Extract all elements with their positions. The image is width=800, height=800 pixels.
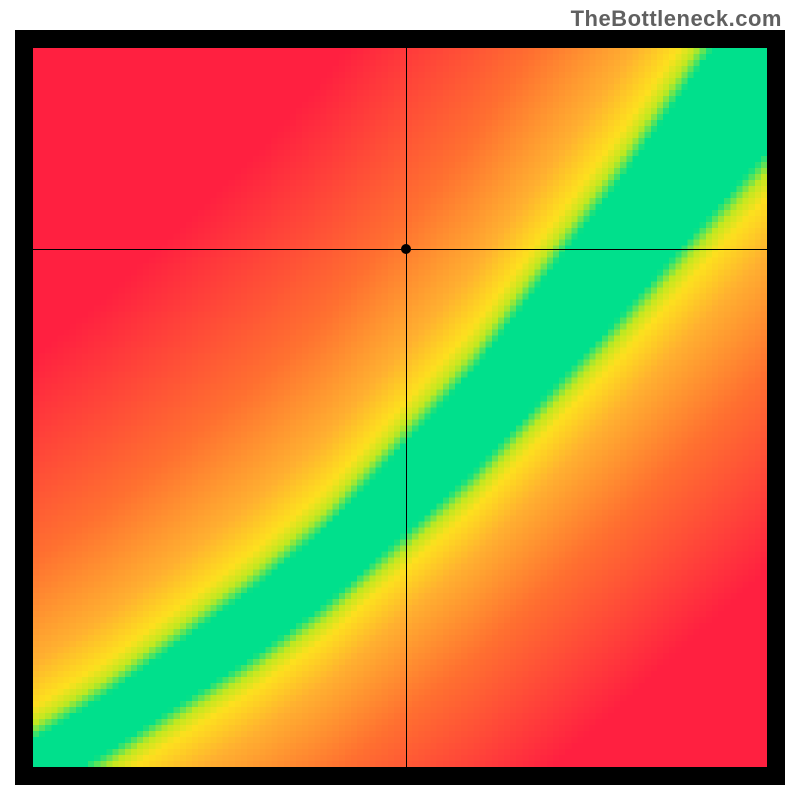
chart-frame [15, 30, 785, 785]
data-marker [401, 244, 411, 254]
watermark-text: TheBottleneck.com [571, 6, 782, 32]
crosshair-vertical [406, 48, 407, 767]
heatmap-canvas [33, 48, 767, 767]
